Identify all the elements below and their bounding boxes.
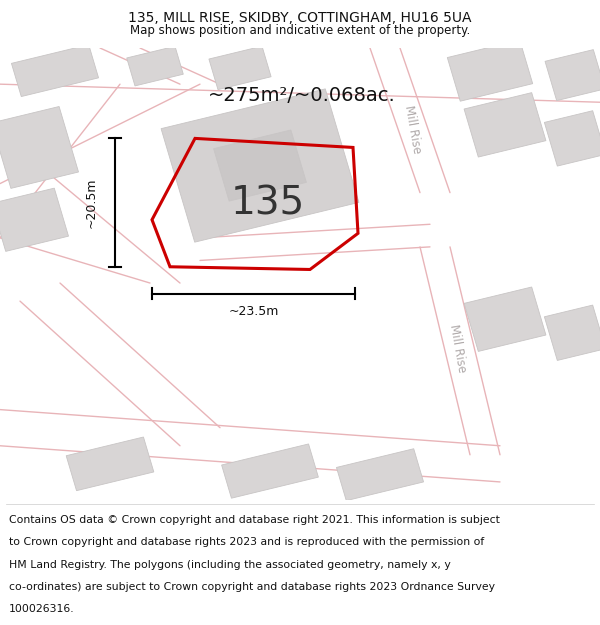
Polygon shape	[544, 111, 600, 166]
Polygon shape	[0, 106, 79, 188]
Text: 135, MILL RISE, SKIDBY, COTTINGHAM, HU16 5UA: 135, MILL RISE, SKIDBY, COTTINGHAM, HU16…	[128, 11, 472, 24]
Text: co-ordinates) are subject to Crown copyright and database rights 2023 Ordnance S: co-ordinates) are subject to Crown copyr…	[9, 582, 495, 592]
Text: Mill Rise: Mill Rise	[448, 323, 469, 373]
Polygon shape	[464, 92, 546, 157]
Polygon shape	[161, 89, 359, 242]
Polygon shape	[544, 305, 600, 361]
Text: ~20.5m: ~20.5m	[85, 177, 97, 228]
Polygon shape	[221, 444, 319, 498]
Text: ~275m²/~0.068ac.: ~275m²/~0.068ac.	[208, 86, 396, 104]
Polygon shape	[0, 188, 68, 251]
Polygon shape	[209, 46, 271, 89]
Text: Map shows position and indicative extent of the property.: Map shows position and indicative extent…	[130, 24, 470, 38]
Polygon shape	[337, 449, 424, 501]
Text: to Crown copyright and database rights 2023 and is reproduced with the permissio: to Crown copyright and database rights 2…	[9, 538, 484, 548]
Text: 100026316.: 100026316.	[9, 604, 74, 614]
Polygon shape	[214, 130, 307, 201]
Polygon shape	[464, 287, 546, 351]
Polygon shape	[448, 40, 533, 101]
Polygon shape	[545, 49, 600, 101]
Polygon shape	[127, 46, 183, 86]
Text: HM Land Registry. The polygons (including the associated geometry, namely x, y: HM Land Registry. The polygons (includin…	[9, 559, 451, 569]
Polygon shape	[11, 44, 98, 96]
Polygon shape	[66, 437, 154, 491]
Text: Mill Rise: Mill Rise	[403, 104, 424, 154]
Text: ~23.5m: ~23.5m	[229, 306, 278, 319]
Text: Contains OS data © Crown copyright and database right 2021. This information is : Contains OS data © Crown copyright and d…	[9, 515, 500, 525]
Text: 135: 135	[231, 184, 305, 222]
